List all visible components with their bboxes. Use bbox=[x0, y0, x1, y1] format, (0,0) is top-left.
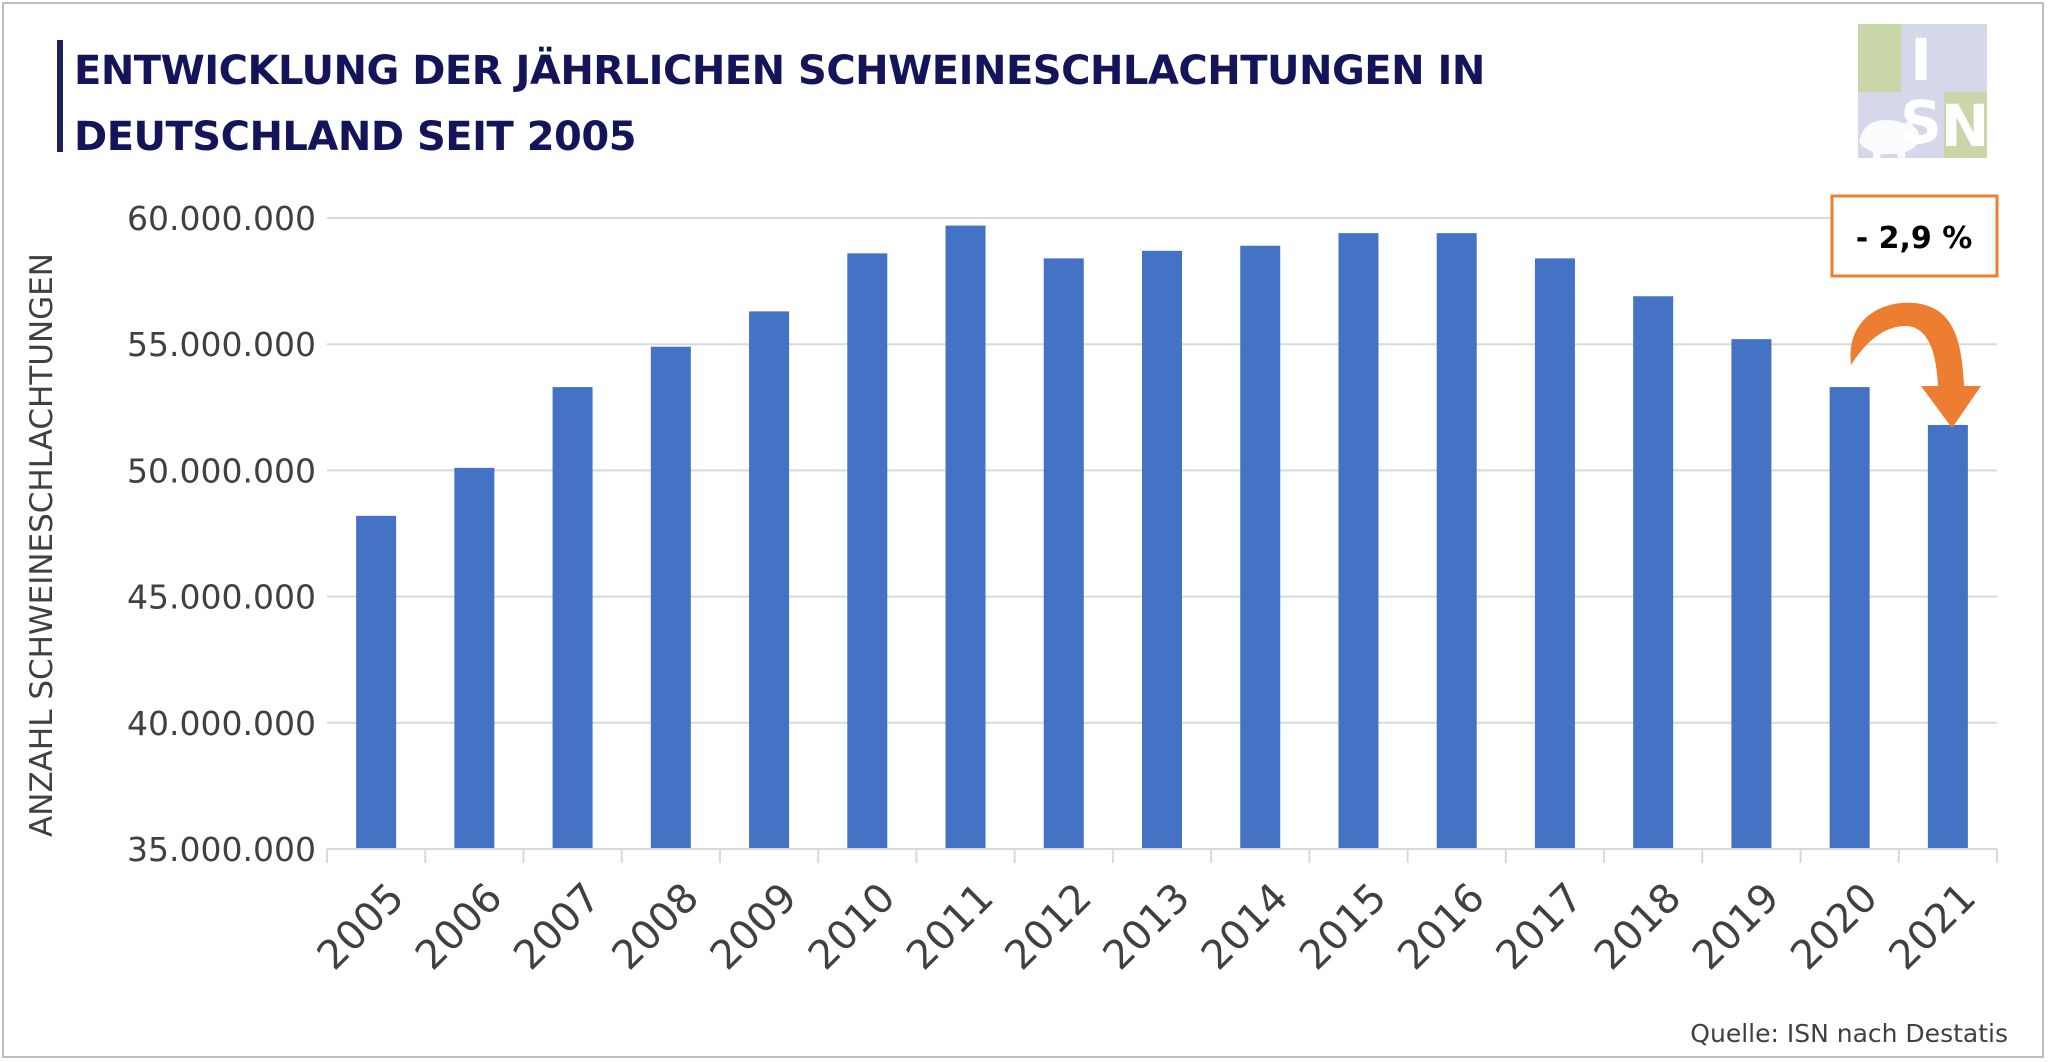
y-tick-label: 50.000.000 bbox=[127, 451, 316, 490]
x-tick-label: 2009 bbox=[702, 875, 807, 980]
bar-2012 bbox=[1043, 258, 1084, 849]
x-tick-label: 2005 bbox=[309, 875, 414, 980]
bar-2017 bbox=[1534, 258, 1575, 849]
x-tick-label: 2018 bbox=[1586, 875, 1691, 980]
x-tick-label: 2014 bbox=[1193, 875, 1298, 980]
bar-2015 bbox=[1338, 233, 1379, 850]
bar-2018 bbox=[1633, 296, 1674, 849]
bar-2014 bbox=[1240, 245, 1281, 849]
y-tick-label: 60.000.000 bbox=[127, 199, 316, 238]
title-accent-bar bbox=[57, 40, 63, 152]
bar-2016 bbox=[1436, 233, 1477, 850]
x-tick-label: 2013 bbox=[1095, 875, 1200, 980]
bar-2007 bbox=[552, 387, 593, 849]
chart-title-line-1: ENTWICKLUNG DER JÄHRLICHEN SCHWEINESCHLA… bbox=[74, 48, 1485, 94]
y-tick-label: 35.000.000 bbox=[127, 830, 316, 869]
bar-2020 bbox=[1829, 387, 1870, 849]
logo-letter-n: N bbox=[1941, 92, 1990, 160]
source-note: Quelle: ISN nach Destatis bbox=[1690, 1019, 2008, 1048]
logo-letter-i: I bbox=[1910, 26, 1932, 94]
bar-2008 bbox=[650, 346, 691, 849]
y-axis-tick-labels: 35.000.000 40.000.000 45.000.000 50.000.000… bbox=[127, 199, 316, 869]
chart-title-line-2: DEUTSCHLAND SEIT 2005 bbox=[74, 114, 637, 160]
bar-2011 bbox=[945, 225, 986, 849]
x-tick-label: 2016 bbox=[1389, 875, 1494, 980]
x-axis bbox=[326, 848, 1998, 863]
chart-title: ENTWICKLUNG DER JÄHRLICHEN SCHWEINESCHLA… bbox=[74, 38, 1574, 170]
x-tick-label: 2012 bbox=[996, 875, 1101, 980]
x-tick-label: 2021 bbox=[1880, 875, 1985, 980]
curved-arrow-down-icon bbox=[1850, 302, 1981, 428]
bar-2005 bbox=[356, 515, 397, 849]
x-tick-label: 2015 bbox=[1291, 875, 1396, 980]
x-tick-label: 2017 bbox=[1488, 875, 1593, 980]
x-tick-label: 2011 bbox=[898, 875, 1003, 980]
y-tick-label: 55.000.000 bbox=[127, 325, 316, 364]
bar-2006 bbox=[454, 467, 495, 849]
bar-2021 bbox=[1927, 424, 1968, 849]
y-tick-label: 45.000.000 bbox=[127, 578, 316, 617]
bar-2019 bbox=[1731, 339, 1772, 849]
y-axis-label: ANZAHL SCHWEINESCHLACHTUNGEN bbox=[24, 253, 60, 837]
change-annotation: - 2,9 % bbox=[1830, 194, 1999, 428]
y-tick-label: 40.000.000 bbox=[127, 704, 316, 743]
bar-2013 bbox=[1142, 250, 1182, 849]
bars bbox=[356, 225, 1968, 850]
isn-logo: I S N bbox=[1858, 24, 1990, 160]
x-tick-label: 2008 bbox=[603, 875, 708, 980]
change-label-box bbox=[1830, 194, 1999, 278]
x-tick-label: 2020 bbox=[1782, 875, 1887, 980]
logo-letter-s: S bbox=[1900, 88, 1942, 156]
x-axis-tick-labels: 2005200620072008200920102011201220132014… bbox=[309, 875, 1985, 980]
x-tick-label: 2006 bbox=[407, 875, 512, 980]
x-tick-label: 2007 bbox=[505, 875, 610, 980]
x-tick-label: 2010 bbox=[800, 875, 905, 980]
pig-icon bbox=[1859, 118, 1925, 160]
change-label: - 2,9 % bbox=[1856, 221, 1973, 256]
bar-2009 bbox=[749, 311, 790, 849]
bar-2010 bbox=[847, 253, 888, 849]
x-tick-label: 2019 bbox=[1684, 875, 1789, 980]
